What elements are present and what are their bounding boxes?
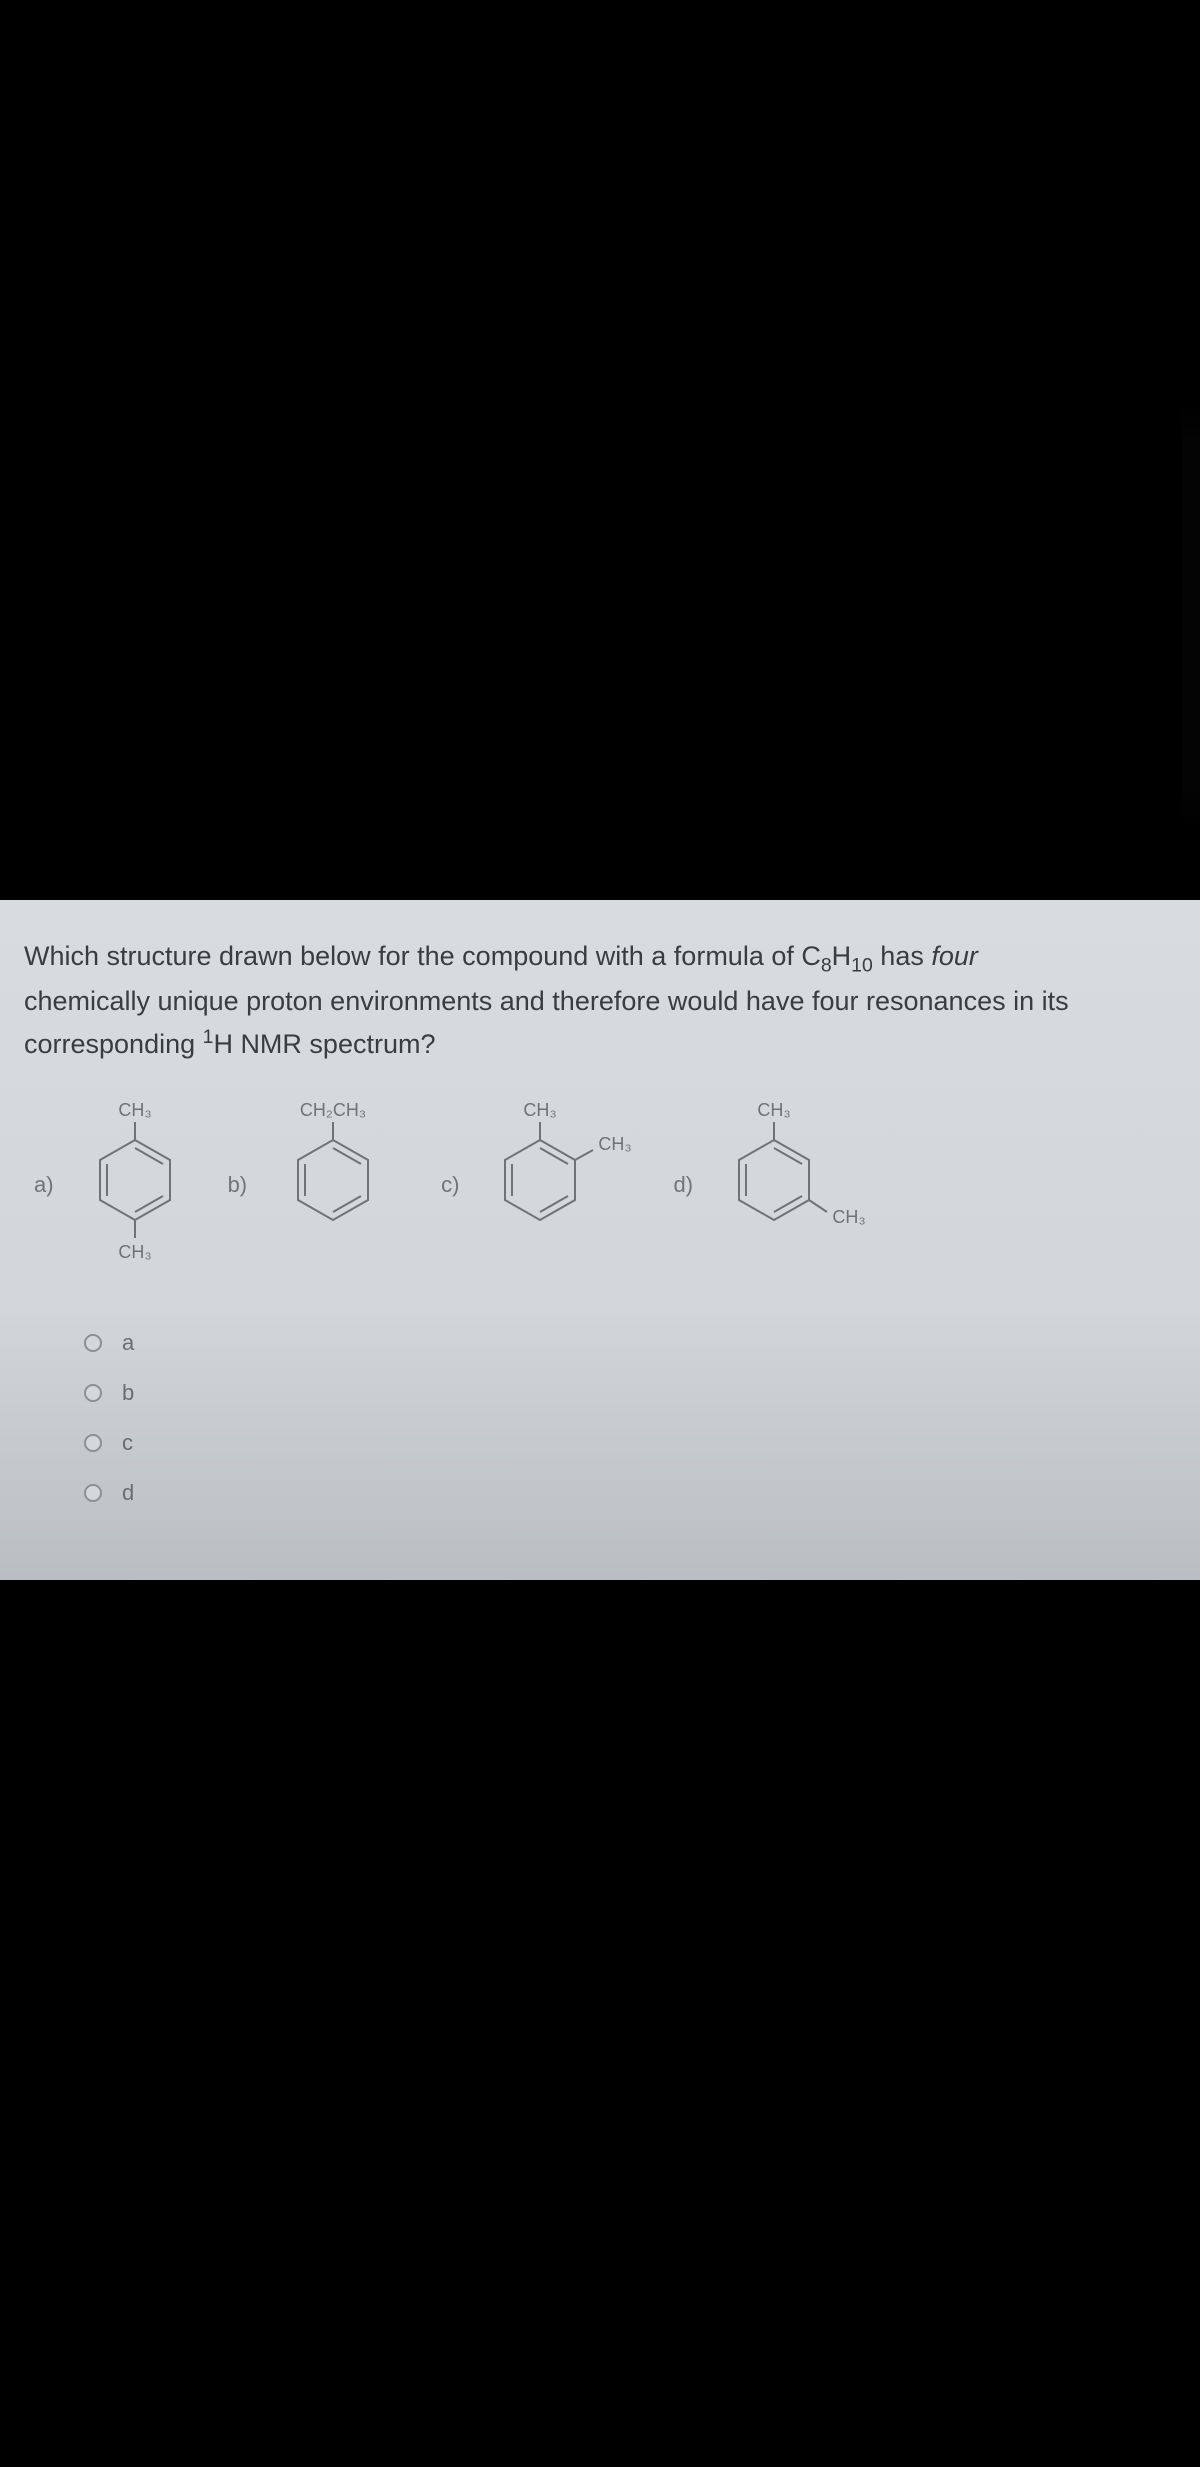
q-line2: chemically unique proton environments an… xyxy=(24,986,1069,1016)
ch3-c-1: CH₃ xyxy=(524,1100,557,1120)
structure-label-a: a) xyxy=(34,1172,54,1198)
structure-c: CH₃ CH₃ xyxy=(475,1100,645,1270)
radio-c[interactable] xyxy=(84,1434,102,1452)
q-line1-post: has xyxy=(873,941,932,971)
answer-row-a[interactable]: a xyxy=(84,1330,1176,1356)
ch3-c-2: CH₃ xyxy=(599,1134,632,1154)
answer-label-b: b xyxy=(122,1380,134,1406)
ch3-d-1: CH₃ xyxy=(757,1100,790,1120)
q-mid1: H xyxy=(832,941,852,971)
answer-label-c: c xyxy=(122,1430,133,1456)
structure-label-d: d) xyxy=(673,1172,693,1198)
home-indicator xyxy=(420,2437,780,2447)
q-sub8: 8 xyxy=(821,941,832,971)
structure-d: CH₃ CH₃ xyxy=(709,1100,879,1270)
answer-row-c[interactable]: c xyxy=(84,1430,1176,1456)
structure-label-b: b) xyxy=(228,1172,248,1198)
answer-label-a: a xyxy=(122,1330,134,1356)
q-ital-four: four xyxy=(931,941,978,971)
q-line1-pre: Which structure drawn below for the comp… xyxy=(24,941,821,971)
structure-b: CH₂CH₃ xyxy=(263,1100,413,1270)
ch3-bottom: CH₃ xyxy=(118,1242,151,1262)
answer-options: a b c d xyxy=(84,1330,1176,1506)
q-sub10: 10 xyxy=(851,941,873,971)
q-sup1: 1 xyxy=(203,1029,214,1059)
answer-row-b[interactable]: b xyxy=(84,1380,1176,1406)
q-line3-pre: corresponding xyxy=(24,1029,203,1059)
radio-a[interactable] xyxy=(84,1334,102,1352)
answer-label-d: d xyxy=(122,1480,134,1506)
device-edge xyxy=(1182,400,1200,830)
structure-label-c: c) xyxy=(441,1172,459,1198)
q-line3-post: H NMR spectrum? xyxy=(213,1029,435,1059)
ch3-top: CH₃ xyxy=(118,1100,151,1120)
ch2ch3: CH₂CH₃ xyxy=(300,1100,366,1120)
structures-row: a) CH₃ CH₃ b) CH₂CH₃ xyxy=(34,1100,1176,1270)
question-panel: Which structure drawn below for the comp… xyxy=(0,900,1200,1580)
question-text: Which structure drawn below for the comp… xyxy=(24,936,1176,1066)
structure-a: CH₃ CH₃ xyxy=(70,1100,200,1270)
answer-row-d[interactable]: d xyxy=(84,1480,1176,1506)
ch3-d-2: CH₃ xyxy=(832,1207,865,1227)
radio-d[interactable] xyxy=(84,1484,102,1502)
radio-b[interactable] xyxy=(84,1384,102,1402)
